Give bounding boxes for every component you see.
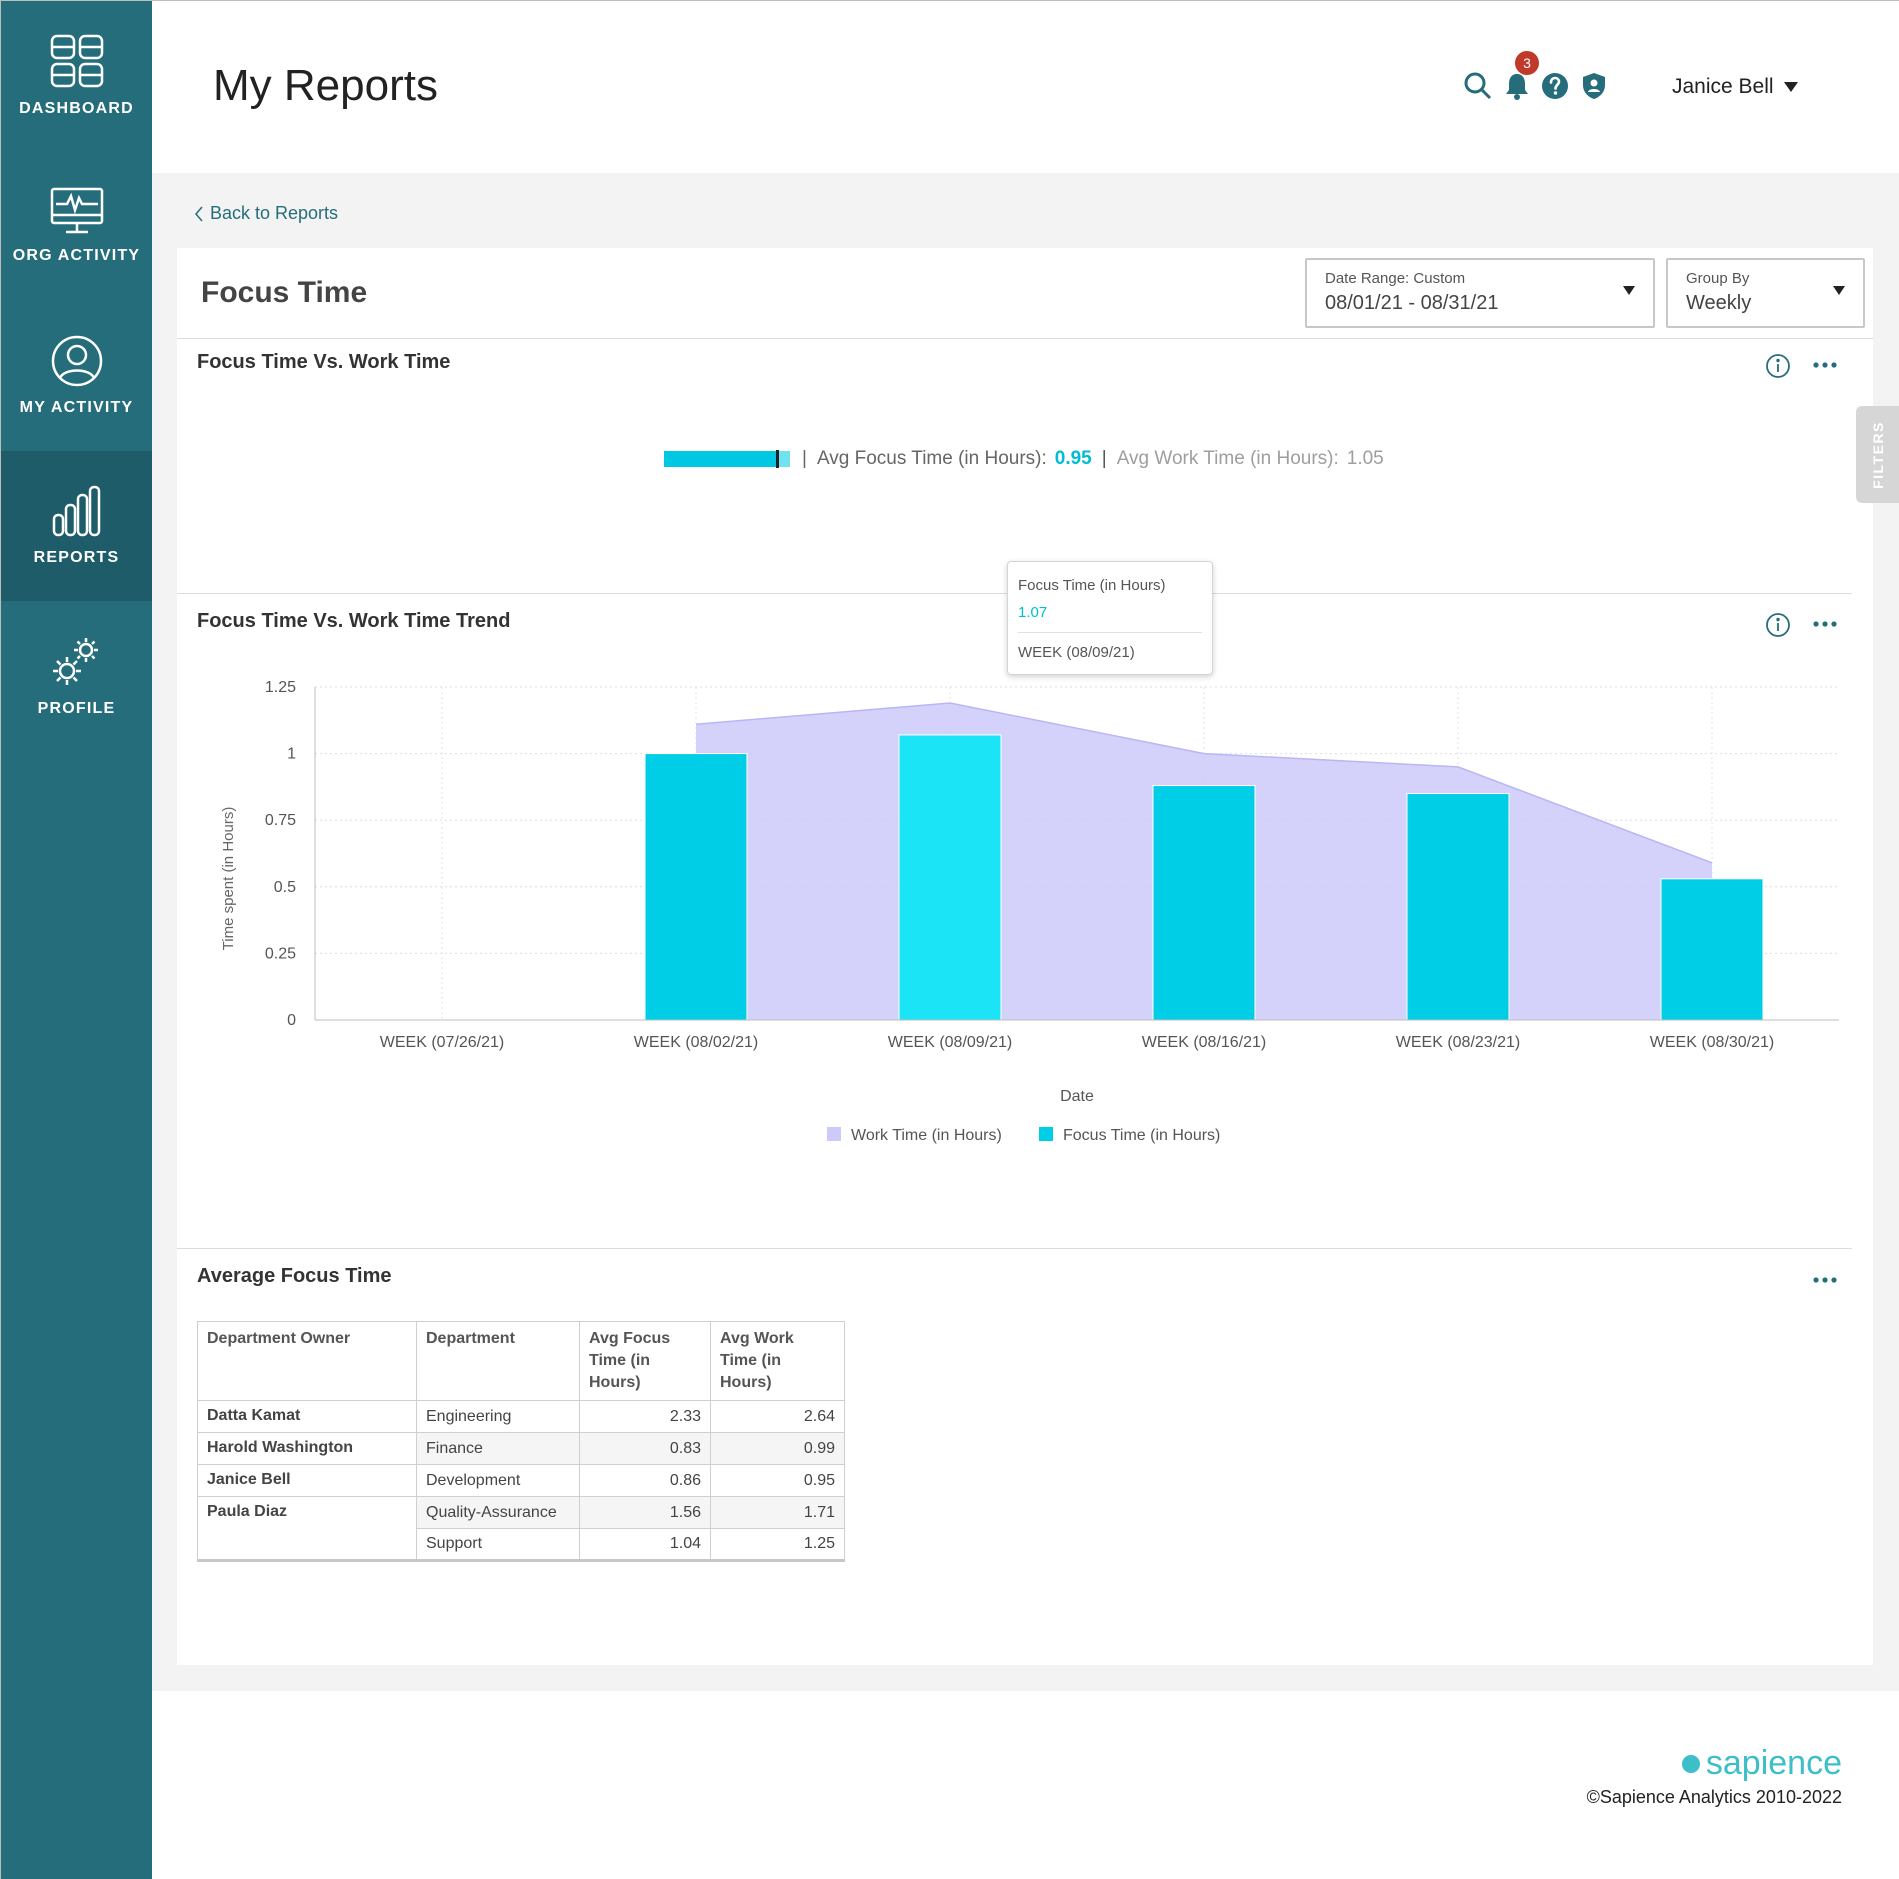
focus-cell: 0.86 — [579, 1464, 711, 1497]
copyright-text: ©Sapience Analytics 2010-2022 — [1586, 1787, 1842, 1807]
focus-cell: 1.04 — [579, 1528, 711, 1561]
top-header: My Reports 3 Janice Bell — [152, 1, 1899, 173]
sidebar: DASHBOARD ORG ACTIVITY MY ACTIVITY REPOR… — [1, 1, 152, 1879]
tooltip-week: WEEK (08/09/21) — [1018, 644, 1135, 661]
tooltip-label: Focus Time (in Hours) — [1018, 577, 1166, 594]
divider — [177, 338, 1873, 339]
user-name: Janice Bell — [1672, 75, 1774, 98]
avg-work-value: 1.05 — [1346, 448, 1384, 469]
table-row: Harold Washington Finance 0.83 0.99 — [197, 1432, 845, 1465]
group-by-dropdown[interactable]: Group By Weekly — [1666, 258, 1865, 328]
column-header[interactable]: Avg Focus Time (in Hours) — [579, 1321, 711, 1401]
department-cell: Engineering — [416, 1400, 580, 1433]
sidebar-item-profile[interactable]: PROFILE — [1, 601, 152, 751]
shield-icon[interactable] — [1579, 71, 1609, 101]
dashboard-icon — [50, 34, 103, 88]
separator: | — [1101, 448, 1107, 469]
chart-tooltip: Focus Time (in Hours) 1.07 WEEK (08/09/2… — [1007, 561, 1213, 675]
table-row: Janice Bell Development 0.86 0.95 — [197, 1464, 845, 1497]
table-row: Datta Kamat Engineering 2.33 2.64 — [197, 1400, 845, 1433]
work-cell: 1.25 — [710, 1528, 845, 1561]
owner-cell: Harold Washington — [197, 1432, 417, 1465]
column-header[interactable]: Department Owner — [197, 1321, 417, 1401]
avg-focus-value: 0.95 — [1054, 448, 1092, 469]
back-to-reports-link[interactable]: Back to Reports — [194, 203, 338, 224]
more-options-icon[interactable] — [1813, 361, 1837, 369]
group-by-label: Group By — [1686, 270, 1750, 287]
average-summary: | Avg Focus Time (in Hours): 0.95 | Avg … — [664, 448, 1384, 470]
work-cell: 0.95 — [710, 1464, 845, 1497]
column-header[interactable]: Department — [416, 1321, 580, 1401]
owner-cell: Janice Bell — [197, 1464, 417, 1497]
user-icon — [51, 335, 102, 387]
sidebar-item-my-activity[interactable]: MY ACTIVITY — [1, 301, 152, 451]
owner-cell: Paula Diaz — [197, 1496, 417, 1561]
sidebar-item-label: DASHBOARD — [19, 100, 134, 117]
average-focus-table: Department Owner Department Avg Focus Ti… — [197, 1321, 845, 1562]
brand-name: sapience — [1705, 1744, 1842, 1782]
sidebar-item-org-activity[interactable]: ORG ACTIVITY — [1, 151, 152, 301]
sapience-logo: sapience — [1681, 1744, 1842, 1783]
group-by-value: Weekly — [1686, 292, 1752, 314]
gears-icon — [52, 638, 98, 685]
report-title: Focus Time — [201, 276, 368, 309]
caret-down-icon — [1623, 286, 1635, 295]
footer: sapience ©Sapience Analytics 2010-2022 — [152, 1691, 1899, 1879]
back-link-label: Back to Reports — [210, 203, 339, 223]
bell-icon[interactable] — [1502, 71, 1532, 101]
focus-cell: 1.56 — [579, 1496, 711, 1529]
monitor-activity-icon — [50, 187, 103, 234]
info-icon[interactable] — [1765, 353, 1791, 379]
sidebar-item-reports[interactable]: REPORTS — [1, 451, 152, 601]
owner-cell: Datta Kamat — [197, 1400, 417, 1433]
more-options-icon[interactable] — [1813, 620, 1837, 628]
avg-work-label: Avg Work Time (in Hours): — [1116, 448, 1339, 469]
work-cell: 1.71 — [710, 1496, 845, 1529]
tooltip-value: 1.07 — [1018, 604, 1048, 621]
table-row: Support 1.04 1.25 — [198, 1528, 845, 1561]
page-title: My Reports — [213, 61, 438, 110]
sidebar-item-label: ORG ACTIVITY — [12, 247, 141, 264]
sidebar-item-label: PROFILE — [37, 700, 116, 717]
average-section-title: Average Focus Time — [197, 1265, 392, 1287]
work-cell: 2.64 — [710, 1400, 845, 1433]
focus-cell: 2.33 — [579, 1400, 711, 1433]
sidebar-item-label: MY ACTIVITY — [19, 399, 134, 416]
work-cell: 0.99 — [710, 1432, 845, 1465]
column-header[interactable]: Avg Work Time (in Hours) — [710, 1321, 845, 1401]
more-options-icon[interactable] — [1813, 1276, 1837, 1284]
department-cell: Development — [416, 1464, 580, 1497]
caret-down-icon — [1833, 286, 1845, 295]
date-range-dropdown[interactable]: Date Range: Custom 08/01/21 - 08/31/21 — [1305, 258, 1655, 328]
date-range-label: Date Range: Custom — [1325, 270, 1466, 287]
department-cell: Quality-Assurance — [416, 1496, 580, 1529]
divider — [177, 1248, 1852, 1249]
help-icon[interactable] — [1540, 71, 1570, 101]
notification-badge: 3 — [1515, 51, 1539, 75]
filters-label: FILTERS — [1870, 420, 1886, 489]
logo-dot-icon — [1681, 1754, 1700, 1773]
table-header-row: Department Owner Department Avg Focus Ti… — [197, 1321, 845, 1401]
focus-cell: 0.83 — [579, 1432, 711, 1465]
filters-tab[interactable]: FILTERS — [1856, 406, 1899, 503]
info-icon[interactable] — [1765, 612, 1791, 638]
summary-section-title: Focus Time Vs. Work Time — [197, 351, 451, 373]
caret-down-icon — [1783, 82, 1798, 92]
user-menu[interactable]: Janice Bell — [1672, 75, 1798, 99]
department-cell: Finance — [416, 1432, 580, 1465]
sidebar-item-dashboard[interactable]: DASHBOARD — [1, 1, 152, 151]
avg-focus-label: Avg Focus Time (in Hours): — [816, 448, 1047, 469]
chevron-left-icon — [195, 206, 203, 221]
table-row: Paula Diaz Quality-Assurance 1.56 1.71 — [197, 1496, 845, 1561]
avg-focus-bar — [664, 450, 790, 468]
sidebar-item-label: REPORTS — [33, 549, 120, 566]
date-range-value: 08/01/21 - 08/31/21 — [1325, 292, 1499, 314]
search-icon[interactable] — [1463, 71, 1493, 101]
separator: | — [802, 448, 807, 469]
trend-section-title: Focus Time Vs. Work Time Trend — [197, 610, 511, 632]
bar-chart-icon — [52, 485, 100, 537]
department-cell: Support — [416, 1528, 580, 1561]
